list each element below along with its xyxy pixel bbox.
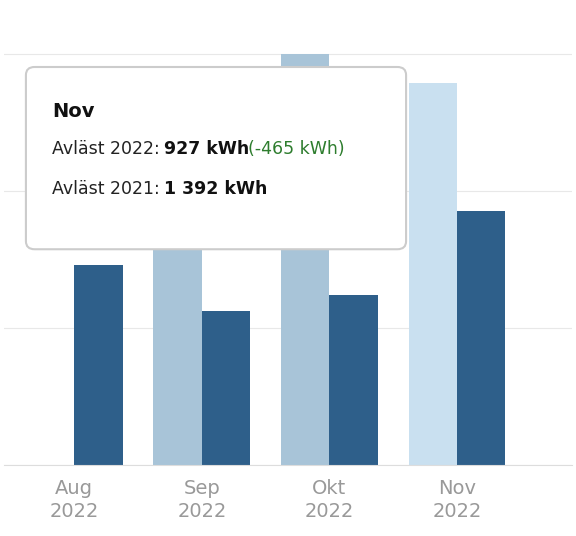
Bar <box>202 311 251 465</box>
Text: 1 392 kWh: 1 392 kWh <box>164 180 267 198</box>
Bar <box>408 83 457 465</box>
Bar <box>329 295 378 465</box>
Text: Avläst 2022:: Avläst 2022: <box>52 140 165 159</box>
Bar <box>153 218 202 465</box>
Text: (-465 kWh): (-465 kWh) <box>248 140 344 159</box>
Text: 927 kWh: 927 kWh <box>164 140 249 159</box>
Bar <box>74 265 123 465</box>
Bar <box>457 211 506 465</box>
Bar <box>281 54 329 465</box>
Text: Nov: Nov <box>52 102 94 121</box>
Text: Avläst 2021:: Avläst 2021: <box>52 180 165 198</box>
